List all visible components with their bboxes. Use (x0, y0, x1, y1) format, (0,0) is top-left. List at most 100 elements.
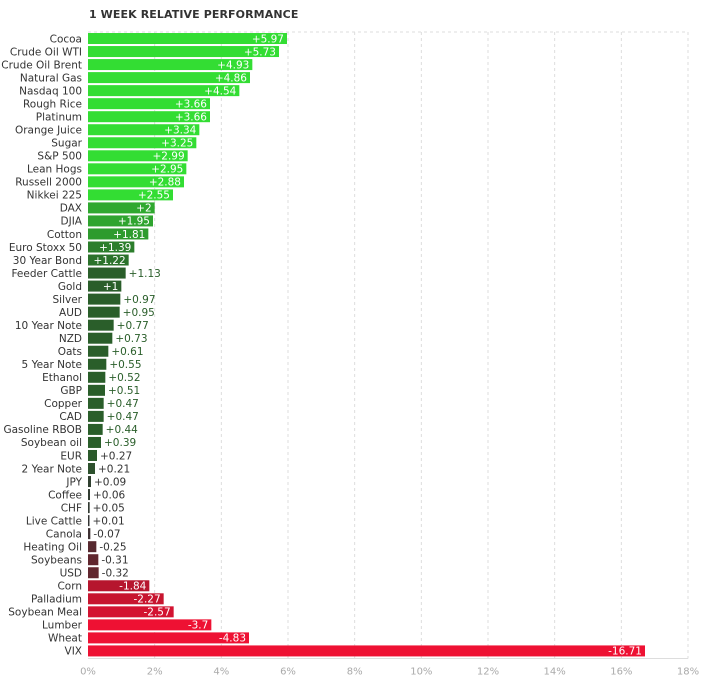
value-label: +1 (103, 281, 118, 293)
bar (88, 567, 99, 579)
category-label: Canola (46, 528, 82, 540)
category-label: Coffee (48, 489, 82, 501)
bar (88, 632, 249, 644)
value-label: +0.44 (106, 424, 138, 436)
category-label: Soybeans (31, 555, 82, 567)
value-label: +0.55 (109, 359, 141, 371)
bar (88, 228, 149, 240)
x-tick-label: 12% (477, 666, 499, 677)
category-label: Euro Stoxx 50 (9, 242, 82, 254)
bar (88, 502, 90, 514)
bar (88, 371, 106, 383)
category-label: 2 Year Note (22, 463, 82, 475)
value-label: -2.57 (143, 607, 170, 619)
category-label: Feeder Cattle (11, 268, 82, 280)
bar (88, 554, 99, 566)
bar (88, 397, 104, 409)
category-label: Ethanol (42, 372, 82, 384)
bar (88, 124, 200, 136)
value-label: -16.71 (608, 646, 642, 658)
value-label: +0.73 (115, 333, 147, 345)
bar (88, 33, 287, 45)
x-tick-label: 16% (610, 666, 632, 677)
value-label: +5.97 (252, 33, 284, 45)
value-label: -3.7 (188, 620, 209, 632)
value-label: -0.07 (93, 528, 120, 540)
x-tick-label: 10% (410, 666, 432, 677)
bar (88, 137, 197, 149)
bar (88, 46, 279, 58)
category-label: 10 Year Note (15, 320, 82, 332)
x-tick-label: 0% (80, 666, 96, 677)
category-label: DAX (60, 203, 82, 215)
category-label: Silver (53, 294, 83, 306)
category-label: 30 Year Bond (13, 255, 82, 267)
category-label: EUR (60, 450, 82, 462)
bar (88, 332, 113, 344)
bar (88, 111, 210, 123)
value-label: +1.13 (129, 268, 161, 280)
value-label: +0.27 (100, 450, 132, 462)
bar (88, 85, 240, 97)
bar (88, 306, 120, 318)
bar (88, 163, 187, 175)
category-label: Cotton (47, 229, 82, 241)
value-label: +2.88 (149, 177, 181, 189)
value-label: -0.25 (99, 541, 126, 553)
value-label: +0.21 (98, 463, 130, 475)
bar (88, 645, 645, 657)
value-label: +0.47 (107, 411, 139, 423)
category-label: Cocoa (50, 33, 82, 45)
category-label: Wheat (48, 633, 82, 645)
category-label: Nikkei 225 (27, 190, 82, 202)
bar (88, 98, 210, 110)
category-label: Heating Oil (23, 541, 82, 553)
category-label: Live Cattle (26, 515, 82, 527)
category-label: Russell 2000 (15, 177, 82, 189)
category-label: Lean Hogs (27, 164, 82, 176)
value-label: +0.06 (93, 489, 125, 501)
bar (88, 280, 122, 292)
bar (88, 150, 188, 162)
value-label: +0.77 (117, 320, 149, 332)
bar (88, 189, 173, 201)
category-label: Gasoline RBOB (3, 424, 82, 436)
value-label: +1.39 (99, 242, 131, 254)
category-label: JPY (65, 476, 82, 488)
bar (88, 293, 121, 305)
x-tick-label: 4% (213, 666, 229, 677)
bar (88, 619, 212, 631)
bar (88, 528, 91, 540)
category-label: Nasdaq 100 (19, 85, 82, 97)
bar (88, 423, 103, 435)
category-label: S&P 500 (37, 151, 82, 163)
value-label: +2.99 (152, 151, 184, 163)
bar (88, 358, 107, 370)
bar (88, 476, 91, 488)
bar (88, 463, 95, 475)
category-label: Orange Juice (15, 125, 82, 137)
value-label: +3.66 (175, 98, 207, 110)
bar (88, 215, 153, 227)
bar (88, 241, 135, 253)
value-label: +0.09 (94, 476, 126, 488)
bar (88, 202, 155, 214)
category-label: Palladium (31, 594, 82, 606)
value-label: +1.95 (118, 216, 150, 228)
bar (88, 59, 253, 71)
value-label: +0.39 (104, 437, 136, 449)
category-label: Gold (58, 281, 82, 293)
category-label: NZD (59, 333, 82, 345)
category-label: AUD (59, 307, 82, 319)
value-label: +5.73 (244, 46, 276, 58)
category-label: Copper (44, 398, 83, 410)
category-label: VIX (65, 646, 82, 658)
x-tick-label: 14% (544, 666, 566, 677)
bar (88, 384, 105, 396)
value-label: +4.86 (215, 72, 247, 84)
value-label: +0.95 (123, 307, 155, 319)
category-label: 5 Year Note (22, 359, 82, 371)
value-label: -0.31 (101, 555, 128, 567)
category-label: Natural Gas (20, 72, 82, 84)
